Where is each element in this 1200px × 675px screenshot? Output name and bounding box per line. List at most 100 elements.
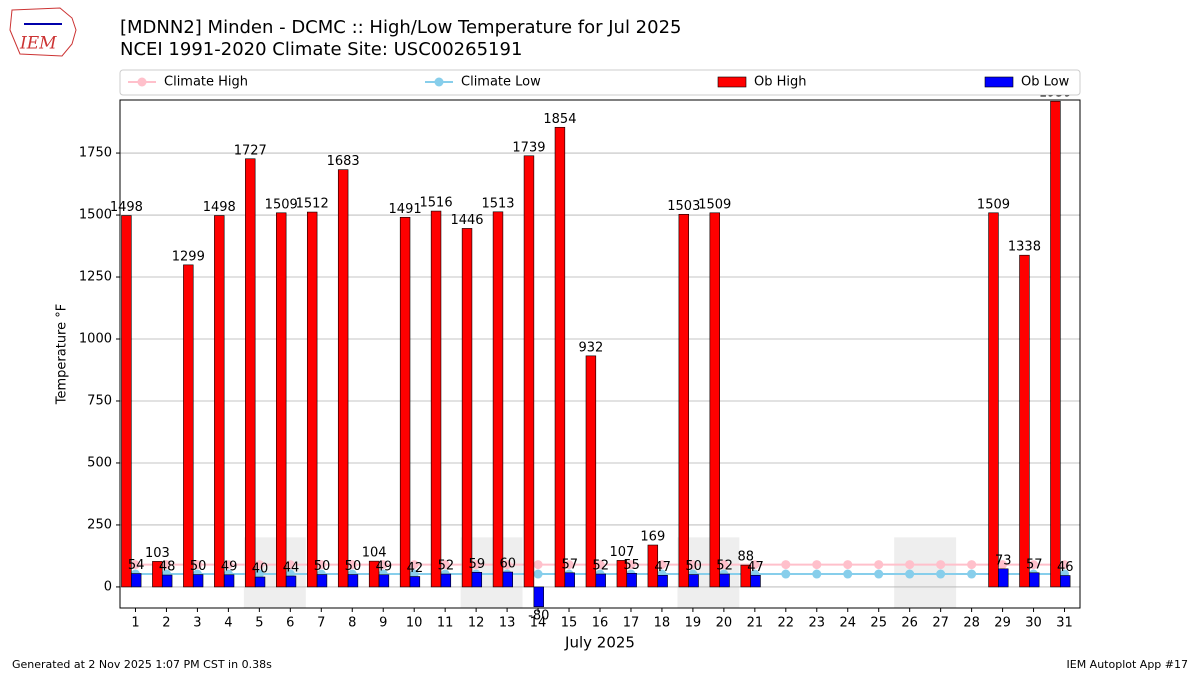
data-label: 50 [314,559,331,574]
y-tick-label: 1500 [79,208,112,223]
legend-label: Ob Low [1021,75,1070,90]
bar [492,211,504,588]
marker [254,569,264,579]
marker [936,569,946,579]
bar [337,169,349,588]
data-label: 1516 [420,196,453,211]
data-label: 1503 [667,199,700,214]
data-label: 1727 [234,143,267,158]
data-label: 1513 [481,196,514,211]
x-tick-label: 25 [870,616,887,631]
data-label: 46 [1057,560,1074,575]
bar [130,573,142,588]
x-tick-label: 15 [561,616,578,631]
bar [1060,575,1071,588]
data-label: 1854 [543,112,576,127]
data-label: 1512 [296,197,329,212]
x-tick-label: 26 [901,616,918,631]
x-tick-label: 27 [932,616,949,631]
bar [1019,254,1030,588]
y-tick-label: 250 [87,517,112,532]
bar [585,355,597,588]
bar [254,576,266,588]
data-label: 1446 [450,213,483,228]
bar [192,574,204,588]
y-tick-label: 750 [87,393,112,408]
footer-right: IEM Autoplot App #17 [1067,658,1189,671]
data-label: 49 [376,559,393,574]
data-label: 54 [128,558,145,573]
marker [967,560,977,570]
bar [533,586,544,608]
data-label: 50 [685,559,702,574]
chart-title: [MDNN2] Minden - DCMC :: High/Low Temper… [120,17,682,38]
x-tick-label: 12 [468,616,485,631]
bar [276,212,287,588]
data-label: 52 [716,559,733,574]
x-tick-label: 10 [406,616,423,631]
marker [781,569,791,579]
x-tick-label: 1 [131,616,139,631]
marker [192,560,202,570]
data-label: 52 [438,559,455,574]
marker [1060,560,1070,570]
data-label: 73 [995,553,1012,568]
data-label: 1739 [512,140,545,155]
marker [843,569,853,579]
data-label: 48 [159,560,176,575]
bar [152,561,163,588]
bar [1050,100,1061,588]
chart-subtitle: NCEI 1991-2020 Climate Site: USC00265191 [120,39,522,60]
data-label: 42 [407,561,424,576]
marker [719,560,729,570]
bar [595,573,606,588]
bar [657,574,668,588]
marker [564,560,574,570]
data-label: 1491 [389,202,422,217]
bar [554,126,566,588]
legend-swatch [984,76,1014,88]
marker [409,560,419,570]
marker [843,560,853,570]
marker [223,560,233,570]
bar [316,574,328,588]
data-label: 1683 [327,154,360,169]
data-label: 40 [252,562,269,577]
data-label: 1509 [977,197,1010,212]
marker [905,569,915,579]
marker [812,560,822,570]
bar [750,574,761,588]
bar [223,574,235,588]
data-label: 1338 [1008,240,1041,255]
x-tick-label: 17 [623,616,640,631]
bar [409,576,421,588]
marker [502,560,512,570]
data-label: 60 [500,557,517,572]
x-tick-label: 3 [193,616,201,631]
bar [347,574,359,588]
data-label: 169 [640,530,665,545]
legend-box [119,69,1081,96]
x-tick-label: 18 [654,616,671,631]
data-label: 50 [345,559,362,574]
x-tick-label: 30 [1025,616,1042,631]
marker [533,560,543,570]
x-tick-label: 14 [530,616,547,631]
y-tick-label: 1000 [79,332,112,347]
x-tick-label: 4 [224,616,232,631]
bar [998,568,1009,588]
data-label: 57 [561,557,578,572]
legend-label: Climate High [164,75,248,90]
marker [347,560,357,570]
legend-marker [137,77,147,87]
x-tick-label: 28 [963,616,980,631]
x-tick-label: 20 [716,616,733,631]
logo: IEM [9,7,77,57]
marker [471,560,481,570]
bar [183,264,194,588]
data-label: 47 [747,560,764,575]
x-tick-label: 21 [747,616,764,631]
data-label: 47 [654,560,671,575]
data-label: 88 [737,550,754,565]
bar [688,574,699,588]
